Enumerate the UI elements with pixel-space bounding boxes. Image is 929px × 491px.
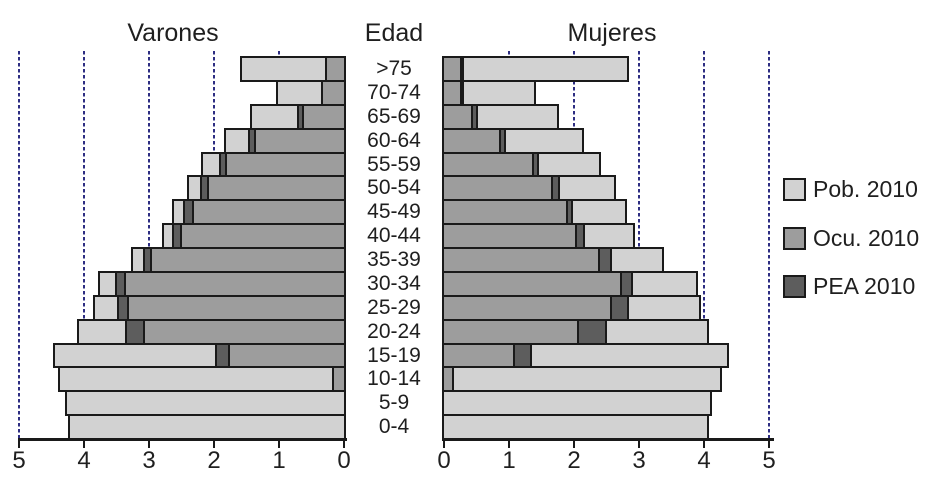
- age-label-45-49: 45-49: [367, 200, 421, 224]
- tick-label-right-2: 2: [567, 447, 581, 474]
- bar-ocu-mujeres-25-29: [442, 294, 613, 321]
- tick-label-right-5: 5: [762, 447, 776, 474]
- bar-ocu-varones-15-19: [228, 342, 346, 369]
- tick-left-4: [83, 440, 85, 448]
- gridline-right-5: [768, 51, 770, 438]
- tick-right-3: [638, 440, 640, 448]
- bar-ocu-varones-10-14: [331, 366, 346, 393]
- bar-ocu-varones-45-49: [191, 199, 346, 226]
- legend-item-pob: Pob. 2010: [783, 176, 918, 203]
- bar-pob-mujeres-5-9: [442, 390, 712, 417]
- age-label-65-69: 65-69: [367, 104, 421, 128]
- bar-pob-mujeres->75: [442, 56, 629, 82]
- gridline-right-4: [703, 51, 705, 438]
- x-axis-left: [18, 438, 347, 441]
- legend-swatch: [783, 227, 806, 250]
- bar-pob-varones-10-14: [58, 366, 346, 393]
- bar-ocu-mujeres->75: [442, 56, 463, 82]
- bar-ocu-varones-65-69: [301, 103, 346, 130]
- bar-ocu-mujeres-55-59: [442, 151, 534, 178]
- tick-right-5: [768, 440, 770, 448]
- bar-ocu-varones-25-29: [126, 294, 346, 321]
- legend-item-ocu: Ocu. 2010: [783, 225, 919, 252]
- age-label-20-24: 20-24: [367, 319, 421, 343]
- age-label-15-19: 15-19: [367, 343, 421, 367]
- tick-left-1: [278, 440, 280, 448]
- age-label-50-54: 50-54: [367, 176, 421, 200]
- legend-label: Ocu. 2010: [813, 225, 920, 251]
- bar-ocu-mujeres-40-44: [442, 223, 578, 249]
- age-label-10-14: 10-14: [367, 367, 421, 391]
- tick-right-0: [443, 440, 445, 448]
- tick-right-2: [573, 440, 575, 448]
- bar-ocu-mujeres-35-39: [442, 247, 600, 273]
- gridline-left-3: [148, 51, 150, 438]
- tick-label-right-4: 4: [697, 447, 711, 474]
- bar-ocu-mujeres-50-54: [442, 175, 553, 202]
- tick-left-0: [343, 440, 345, 448]
- bar-ocu-varones-70-74: [321, 79, 346, 106]
- bar-ocu-mujeres-15-19: [442, 342, 515, 369]
- age-label->75: >75: [376, 57, 412, 80]
- bar-ocu-varones-35-39: [150, 247, 346, 273]
- title-edad: Edad: [364, 19, 424, 47]
- age-label-0-4: 0-4: [378, 415, 410, 439]
- legend-item-pea: PEA 2010: [783, 273, 915, 300]
- bar-ocu-varones-55-59: [225, 151, 346, 178]
- tick-label-left-5: 5: [12, 447, 26, 474]
- gridline-right-3: [638, 51, 640, 438]
- bar-ocu-mujeres-10-14: [442, 366, 454, 393]
- tick-right-4: [703, 440, 705, 448]
- legend-swatch: [783, 178, 806, 201]
- tick-right-1: [508, 440, 510, 448]
- age-label-40-44: 40-44: [367, 224, 421, 248]
- tick-label-left-0: 0: [337, 447, 351, 474]
- legend-swatch: [783, 275, 806, 298]
- bar-ocu-mujeres-30-34: [442, 270, 623, 297]
- legend: Pob. 2010 Ocu. 2010 PEA 2010: [783, 0, 929, 491]
- age-label-55-59: 55-59: [367, 152, 421, 176]
- bar-ocu-mujeres-45-49: [442, 199, 568, 226]
- age-label-60-64: 60-64: [367, 128, 421, 152]
- legend-label: Pob. 2010: [813, 176, 918, 202]
- x-axis-right: [442, 438, 774, 441]
- bar-ocu-varones-40-44: [180, 223, 346, 249]
- gridline-left-4: [83, 51, 85, 438]
- bar-ocu-mujeres-20-24: [442, 318, 580, 345]
- age-label-25-29: 25-29: [367, 295, 421, 319]
- title-mujeres: Mujeres: [567, 19, 657, 47]
- bar-ocu-varones-20-24: [143, 318, 346, 345]
- bar-pob-mujeres-0-4: [442, 414, 709, 440]
- tick-left-5: [18, 440, 20, 448]
- tick-label-right-3: 3: [632, 447, 646, 474]
- tick-left-2: [213, 440, 215, 448]
- bar-ocu-varones-50-54: [206, 175, 346, 202]
- bar-ocu-mujeres-65-69: [442, 103, 473, 130]
- gridline-left-5: [18, 51, 20, 438]
- tick-label-right-0: 0: [437, 447, 451, 474]
- bar-pob-varones-5-9: [64, 390, 346, 417]
- title-varones: Varones: [127, 19, 219, 47]
- legend-label: PEA 2010: [813, 273, 916, 299]
- bar-pob-varones-0-4: [68, 414, 346, 440]
- bar-ocu-mujeres-70-74: [442, 79, 463, 106]
- age-label-35-39: 35-39: [367, 248, 421, 271]
- age-label-70-74: 70-74: [367, 80, 421, 104]
- tick-label-left-1: 1: [272, 447, 286, 474]
- tick-label-left-4: 4: [77, 447, 91, 474]
- tick-label-left-3: 3: [142, 447, 156, 474]
- bar-ocu-varones->75: [324, 56, 346, 82]
- bar-ocu-varones-30-34: [123, 270, 346, 297]
- age-label-5-9: 5-9: [378, 391, 410, 415]
- age-label-30-34: 30-34: [367, 271, 421, 295]
- tick-left-3: [148, 440, 150, 448]
- bar-ocu-varones-60-64: [254, 127, 346, 154]
- tick-label-left-2: 2: [207, 447, 221, 474]
- tick-label-right-1: 1: [502, 447, 516, 474]
- bar-pob-mujeres-10-14: [442, 366, 722, 393]
- bar-ocu-mujeres-60-64: [442, 127, 501, 154]
